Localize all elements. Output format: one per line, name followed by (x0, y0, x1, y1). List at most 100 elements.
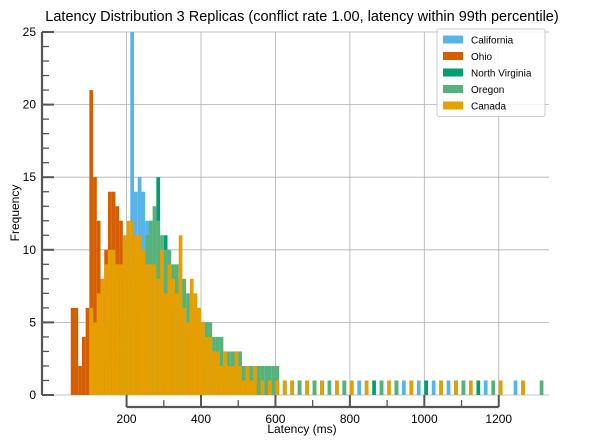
histogram-bar (141, 249, 146, 395)
y-tick-label: 10 (23, 243, 37, 257)
histogram-bar (439, 380, 443, 395)
histogram-bar (156, 278, 161, 395)
histogram-bar (271, 365, 276, 395)
bars (70, 32, 544, 395)
histogram-bar (238, 365, 242, 395)
histogram-bar (212, 351, 216, 395)
histogram-bar (174, 293, 179, 395)
histogram-bar (297, 380, 302, 395)
histogram-bar (387, 380, 391, 395)
x-axis-label: Latency (ms) (267, 422, 336, 436)
x-tick-label: 1000 (411, 412, 438, 426)
histogram-bar (401, 380, 406, 395)
legend-swatch (443, 101, 463, 110)
histogram-bar (249, 380, 254, 395)
legend-label: California (471, 36, 514, 47)
histogram-bar (483, 380, 488, 395)
histogram-bar (431, 380, 436, 395)
histogram-bar (119, 264, 123, 395)
histogram-bar (468, 380, 473, 395)
histogram-bar (70, 307, 75, 395)
histogram-bar (305, 380, 309, 395)
histogram-bar (521, 380, 525, 395)
histogram-bar (260, 380, 265, 395)
histogram-bar (189, 278, 194, 395)
histogram-bar (539, 380, 544, 395)
histogram-bar (513, 380, 518, 395)
legend-label: Oregon (471, 85, 504, 96)
histogram-bar (115, 264, 120, 395)
histogram-bar (275, 365, 280, 395)
histogram-bar (349, 380, 354, 395)
legend-box (436, 28, 546, 117)
y-tick-label: 15 (23, 170, 37, 184)
histogram-bar (137, 235, 142, 395)
axes: 0 5 10 15 20 25 200 400 600 800 1000 1200 (23, 25, 513, 426)
histogram-bar (394, 380, 399, 395)
histogram-bar (93, 177, 97, 395)
histogram-bar (241, 365, 246, 395)
histogram-bar (130, 220, 135, 395)
histogram-bar (160, 249, 164, 395)
y-tick-label: 20 (23, 98, 37, 112)
histogram-bar (275, 380, 280, 395)
y-tick-label: 0 (29, 388, 36, 402)
legend-label: North Virginia (471, 69, 532, 80)
histogram-bar (364, 380, 369, 395)
histogram-bar (249, 365, 254, 395)
histogram-bar (268, 380, 272, 395)
histogram-bar (264, 365, 269, 395)
histogram-bar (342, 380, 347, 395)
histogram-bar (89, 307, 94, 395)
histogram-bar (253, 365, 257, 395)
legend-swatch (443, 85, 463, 93)
histogram-bar (100, 278, 105, 395)
histogram-bar (416, 380, 421, 395)
legend-label: Canada (471, 102, 506, 113)
x-tick-label: 800 (340, 412, 360, 426)
histogram-bar (424, 380, 429, 395)
histogram-bar (334, 380, 339, 395)
histogram-bar (234, 351, 239, 395)
histogram-bar (215, 351, 220, 395)
histogram-bar (227, 365, 231, 395)
x-tick-label: 600 (265, 412, 285, 426)
histogram-bar (152, 264, 157, 395)
histogram-bar (208, 336, 213, 395)
histogram-bar (260, 365, 265, 395)
histogram-bar (268, 365, 272, 395)
histogram-bar (104, 264, 108, 395)
histogram-bar (74, 307, 79, 395)
histogram-bar (182, 307, 187, 395)
histogram-bar (107, 249, 112, 395)
histogram-bar (446, 380, 451, 395)
histogram-bar (171, 278, 175, 395)
histogram-bar (130, 32, 135, 395)
histogram-bar (122, 235, 127, 395)
x-tick-label: 400 (191, 412, 211, 426)
chart-title: Latency Distribution 3 Replicas (conflic… (45, 9, 558, 25)
histogram-bar (167, 264, 172, 395)
histogram-bar (409, 380, 414, 395)
histogram-bar (163, 293, 168, 395)
histogram-bar (454, 380, 458, 395)
histogram-bar (290, 380, 295, 395)
histogram-bar (78, 365, 82, 395)
histogram-bar (111, 249, 116, 395)
histogram-bar (245, 365, 250, 395)
histogram-bar (282, 380, 287, 395)
histogram-bar (357, 380, 362, 395)
series-canada (89, 220, 525, 395)
histogram-bar (219, 365, 224, 395)
y-tick-label: 25 (23, 25, 37, 39)
histogram-bar (178, 235, 183, 395)
histogram-bar (327, 380, 332, 395)
histogram-bar (256, 365, 261, 395)
histogram-bar (126, 220, 131, 395)
histogram-bar (85, 307, 90, 395)
histogram-bar (461, 380, 466, 395)
histogram-bar (320, 380, 324, 395)
histogram-bar (241, 380, 246, 395)
histogram-bar (372, 380, 376, 395)
